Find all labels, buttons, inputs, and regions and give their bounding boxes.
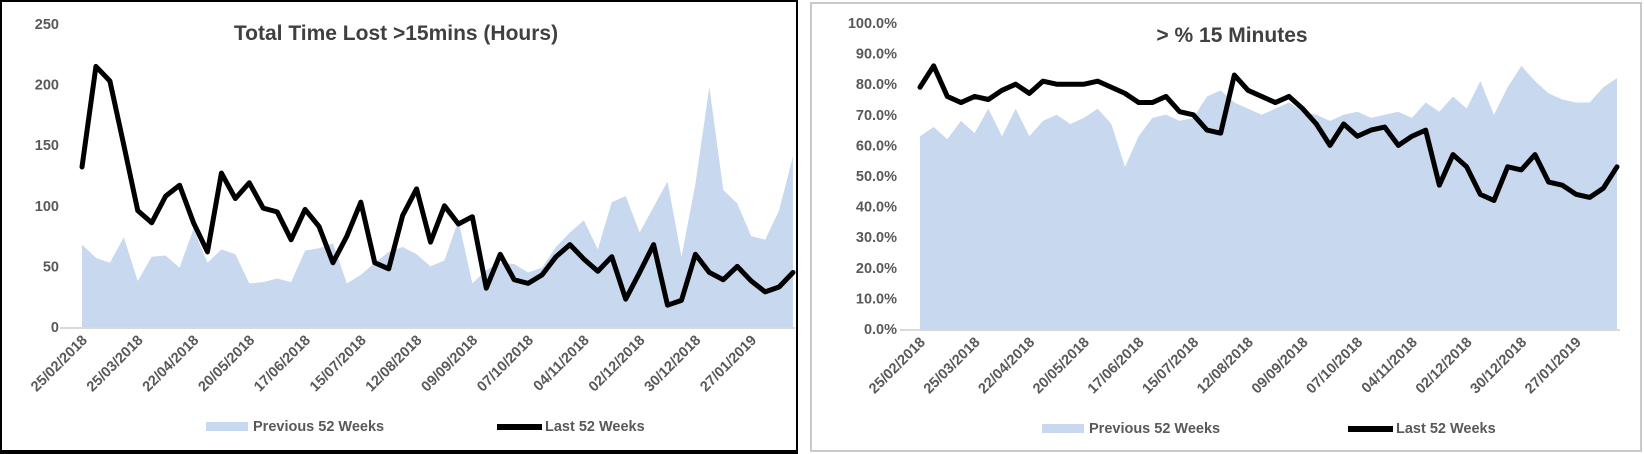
x-axis-tick-label: 20/05/2018 — [195, 333, 258, 396]
x-axis-tick-label: 07/10/2018 — [1304, 335, 1367, 398]
y-axis-tick-label: 10.0% — [856, 291, 897, 307]
x-axis-tick-label: 17/06/2018 — [1085, 335, 1148, 398]
chart-panel-percent-15-minutes[interactable]: > % 15 Minutes 0.0% 10.0% 20.0% 30.0% 40.0% 50… — [810, 2, 1642, 452]
x-axis-tick-label: 12/08/2018 — [363, 333, 426, 396]
chart-title: Total Time Lost >15mins (Hours) — [234, 22, 558, 45]
series-line-last-52-weeks — [917, 63, 1620, 203]
x-axis-tick-label: 30/12/2018 — [642, 333, 705, 396]
y-axis-tick-label: 50.0% — [856, 169, 897, 185]
x-axis-tick-label: 25/03/2018 — [84, 333, 147, 396]
x-axis-tick-label: 22/04/2018 — [976, 335, 1039, 398]
legend-label-previous-52-weeks: Previous 52 Weeks — [1089, 421, 1220, 437]
legend-label-previous-52-weeks: Previous 52 Weeks — [253, 419, 384, 435]
x-axis-tick-label: 02/12/2018 — [1413, 335, 1476, 398]
y-axis-tick-label: 100.0% — [848, 16, 897, 32]
y-axis-tick-label: 40.0% — [856, 200, 897, 216]
y-axis-tick-label: 90.0% — [856, 47, 897, 63]
y-axis-tick-label: 100 — [35, 199, 59, 215]
y-axis-tick-label: 150 — [35, 138, 59, 154]
x-axis-tick-label: 15/07/2018 — [307, 333, 370, 396]
series-line-last-52-weeks — [79, 63, 796, 308]
series-area-previous-52-weeks — [920, 65, 1617, 329]
x-axis-tick-label: 25/02/2018 — [866, 335, 929, 398]
x-axis-tick-label: 09/09/2018 — [1249, 335, 1312, 398]
x-axis-tick-label: 17/06/2018 — [251, 333, 314, 396]
x-axis-tick-label: 27/01/2019 — [1522, 335, 1585, 398]
chart-total-time-lost-hours: Total Time Lost >15mins (Hours) 0 50 100 150… — [28, 17, 796, 435]
y-axis-tick-label: 80.0% — [856, 77, 897, 93]
x-axis-tick-label: 07/10/2018 — [474, 333, 537, 396]
x-axis-tick-label: 22/04/2018 — [140, 333, 203, 396]
x-axis-tick-label: 30/12/2018 — [1468, 335, 1531, 398]
x-axis-tick-label: 27/01/2019 — [697, 333, 760, 396]
x-axis-tick-label: 20/05/2018 — [1030, 335, 1093, 398]
legend-label-last-52-weeks: Last 52 Weeks — [545, 419, 645, 435]
y-axis-tick-label: 0.0% — [864, 322, 897, 338]
x-axis-tick-label: 02/12/2018 — [586, 333, 649, 396]
x-axis-tick-label: 04/11/2018 — [1359, 335, 1421, 397]
x-axis-tick-label: 25/02/2018 — [28, 333, 91, 396]
legend-swatch-previous-52-weeks — [1042, 424, 1084, 433]
legend-label-last-52-weeks: Last 52 Weeks — [1396, 421, 1496, 437]
x-axis-tick-label: 25/03/2018 — [921, 335, 984, 398]
x-axis-tick-label: 09/09/2018 — [419, 333, 482, 396]
chart-title: > % 15 Minutes — [1156, 24, 1307, 47]
y-axis-tick-label: 60.0% — [856, 138, 897, 154]
legend-swatch-previous-52-weeks — [206, 422, 248, 431]
y-axis-tick-label: 20.0% — [856, 261, 897, 277]
x-axis-tick-label: 12/08/2018 — [1194, 335, 1257, 398]
x-axis-tick-label: 15/07/2018 — [1140, 335, 1203, 398]
chart-percent-15-minutes: > % 15 Minutes 0.0% 10.0% 20.0% 30.0% 40.0% 50… — [848, 16, 1620, 437]
y-axis-tick-label: 50 — [43, 259, 59, 275]
y-axis-tick-label: 250 — [35, 17, 59, 33]
x-axis-tick-label: 04/11/2018 — [531, 333, 593, 395]
y-axis-tick-label: 70.0% — [856, 108, 897, 124]
y-axis-tick-label: 0 — [51, 320, 59, 336]
y-axis-tick-label: 30.0% — [856, 230, 897, 246]
y-axis-tick-label: 200 — [35, 78, 59, 94]
chart-panel-total-time-lost[interactable]: Total Time Lost >15mins (Hours) 0 50 100 150… — [0, 0, 798, 454]
